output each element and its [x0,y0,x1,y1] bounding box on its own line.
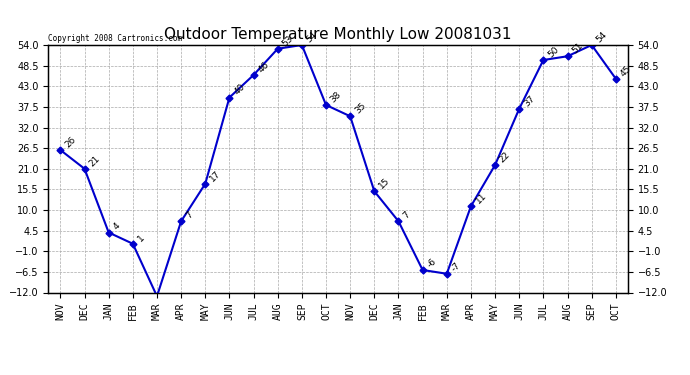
Text: 38: 38 [329,90,344,104]
Text: 21: 21 [88,154,101,168]
Text: 4: 4 [112,221,122,232]
Text: -6: -6 [426,256,438,269]
Text: 22: 22 [498,150,512,164]
Text: 54: 54 [305,30,319,44]
Text: 7: 7 [184,210,195,220]
Text: 37: 37 [522,93,537,108]
Text: -7: -7 [450,260,462,273]
Text: 7: 7 [402,210,412,220]
Text: 11: 11 [474,191,489,206]
Text: 26: 26 [63,135,77,149]
Text: Copyright 2008 Cartronics.com: Copyright 2008 Cartronics.com [48,33,182,42]
Text: 1: 1 [136,232,146,243]
Text: 46: 46 [257,60,270,74]
Text: -13: -13 [0,374,1,375]
Title: Outdoor Temperature Monthly Low 20081031: Outdoor Temperature Monthly Low 20081031 [164,27,512,42]
Text: 50: 50 [546,45,561,59]
Text: 45: 45 [619,64,633,78]
Text: 53: 53 [281,33,295,48]
Text: 15: 15 [377,176,392,190]
Text: 17: 17 [208,168,223,183]
Text: 40: 40 [233,82,246,97]
Text: 35: 35 [353,101,368,116]
Text: 54: 54 [595,30,609,44]
Text: 51: 51 [571,41,585,56]
